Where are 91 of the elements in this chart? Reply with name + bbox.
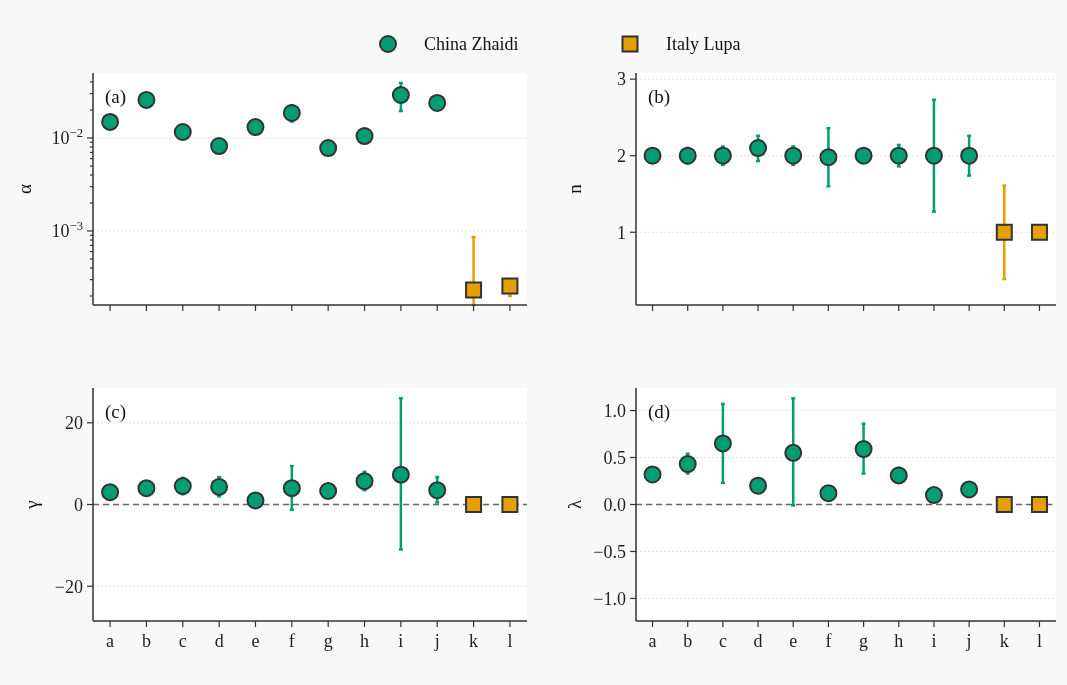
x-tick-label: g bbox=[323, 631, 333, 651]
x-tick-label: e bbox=[251, 631, 260, 651]
text: (a) bbox=[105, 86, 127, 108]
point bbox=[137, 90, 156, 109]
point bbox=[784, 443, 803, 462]
y-tick-label: 10$^{−2}$ bbox=[51, 126, 83, 149]
point bbox=[246, 118, 265, 137]
y-tick-label: 20 bbox=[65, 413, 83, 434]
point bbox=[319, 482, 338, 501]
x-tick-label: a bbox=[648, 631, 657, 651]
y-tick-label: 0 bbox=[74, 494, 83, 515]
x-tick-label: i bbox=[398, 631, 404, 651]
point bbox=[643, 465, 662, 484]
point bbox=[924, 486, 943, 505]
y-axis-title: γ bbox=[21, 500, 42, 510]
point bbox=[749, 139, 768, 158]
point bbox=[101, 483, 120, 502]
point bbox=[101, 112, 120, 131]
text: (d) bbox=[648, 401, 671, 423]
point bbox=[889, 466, 908, 485]
point bbox=[465, 281, 483, 299]
point bbox=[749, 476, 768, 495]
point bbox=[210, 137, 229, 156]
legend-label: China Zhaidi bbox=[424, 34, 519, 54]
point bbox=[391, 465, 410, 484]
point bbox=[643, 146, 662, 165]
point bbox=[501, 496, 519, 513]
point bbox=[355, 127, 374, 146]
point bbox=[995, 496, 1013, 513]
point bbox=[391, 86, 410, 104]
y-tick-label: 1 bbox=[617, 222, 626, 243]
point bbox=[713, 146, 732, 165]
y-axis-title: λ bbox=[564, 499, 585, 510]
point bbox=[428, 481, 447, 500]
y-tick-label: −1.0 bbox=[593, 588, 626, 609]
point bbox=[137, 479, 156, 498]
point bbox=[282, 479, 301, 498]
y-axis-title: α bbox=[14, 183, 35, 194]
point bbox=[854, 440, 873, 459]
point bbox=[355, 472, 374, 491]
x-tick-label: k bbox=[999, 631, 1009, 651]
x-tick-label: j bbox=[433, 631, 440, 651]
text: (b) bbox=[648, 86, 671, 108]
x-tick-label: l bbox=[1036, 631, 1042, 651]
point bbox=[924, 146, 943, 165]
text: (c) bbox=[105, 401, 127, 423]
point bbox=[784, 146, 803, 165]
point bbox=[210, 477, 229, 496]
y-tick-label: 10$^{−3}$ bbox=[51, 219, 83, 242]
point bbox=[1030, 223, 1048, 241]
x-tick-label: c bbox=[718, 631, 727, 651]
x-tick-label: j bbox=[965, 631, 972, 651]
x-tick-label: e bbox=[789, 631, 798, 651]
point bbox=[960, 146, 979, 165]
x-tick-label: f bbox=[825, 631, 832, 651]
point bbox=[819, 484, 838, 503]
x-tick-label: d bbox=[753, 631, 763, 651]
x-tick-label: l bbox=[507, 631, 513, 651]
point bbox=[319, 139, 338, 158]
point bbox=[854, 146, 873, 165]
x-tick-label: f bbox=[288, 631, 295, 651]
x-tick-label: b bbox=[141, 631, 151, 651]
x-tick-label: d bbox=[214, 631, 224, 651]
x-tick-label: b bbox=[683, 631, 693, 651]
point bbox=[173, 123, 192, 141]
x-tick-label: h bbox=[360, 631, 370, 651]
point bbox=[960, 480, 979, 499]
point bbox=[678, 455, 697, 474]
y-tick-label: 2 bbox=[617, 145, 626, 166]
legend-label: Italy Lupa bbox=[666, 34, 741, 54]
point bbox=[819, 148, 838, 167]
point bbox=[428, 93, 447, 112]
x-tick-label: a bbox=[106, 631, 115, 651]
x-tick-label: c bbox=[178, 631, 187, 651]
y-axis-title: n bbox=[564, 183, 585, 194]
point bbox=[995, 223, 1013, 241]
point bbox=[889, 146, 908, 165]
point bbox=[713, 434, 732, 453]
x-tick-label: k bbox=[469, 631, 479, 651]
x-tick-label: i bbox=[931, 631, 937, 651]
y-tick-label: 0.0 bbox=[603, 494, 626, 515]
y-tick-label: −0.5 bbox=[593, 541, 626, 562]
point bbox=[246, 491, 265, 510]
x-tick-label: g bbox=[859, 631, 869, 651]
y-tick-label: −20 bbox=[54, 576, 83, 597]
x-tick-label: h bbox=[894, 631, 904, 651]
point bbox=[465, 496, 483, 513]
y-tick-label: 3 bbox=[617, 69, 626, 90]
y-tick-label: 0.5 bbox=[603, 447, 626, 468]
point bbox=[1030, 496, 1048, 513]
y-tick-label: 1.0 bbox=[603, 400, 626, 421]
